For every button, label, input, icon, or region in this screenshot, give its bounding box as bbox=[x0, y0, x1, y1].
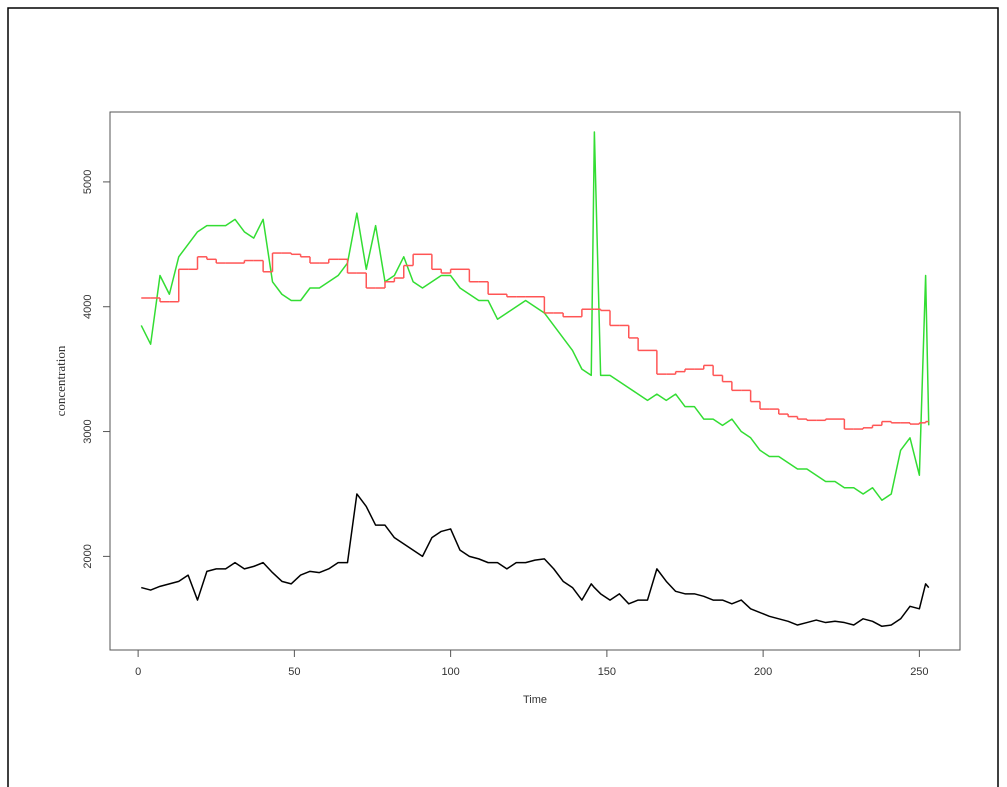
y-tick-label: 2000 bbox=[82, 544, 94, 568]
y-tick-label: 4000 bbox=[82, 294, 94, 318]
y-tick-label: 5000 bbox=[82, 170, 94, 194]
x-tick-label: 250 bbox=[910, 666, 928, 678]
x-tick-label: 200 bbox=[754, 666, 772, 678]
y-axis-label: concentration bbox=[53, 345, 68, 416]
series-line bbox=[140, 131, 930, 501]
x-axis-label: Time bbox=[523, 694, 547, 706]
series-line bbox=[141, 493, 930, 628]
y-tick-label: 3000 bbox=[82, 419, 94, 443]
x-tick-label: 150 bbox=[598, 666, 616, 678]
frame bbox=[7, 7, 999, 787]
plot-box bbox=[109, 111, 961, 651]
x-tick-label: 0 bbox=[135, 666, 141, 678]
x-tick-label: 100 bbox=[441, 666, 459, 678]
x-tick-label: 50 bbox=[288, 666, 300, 678]
